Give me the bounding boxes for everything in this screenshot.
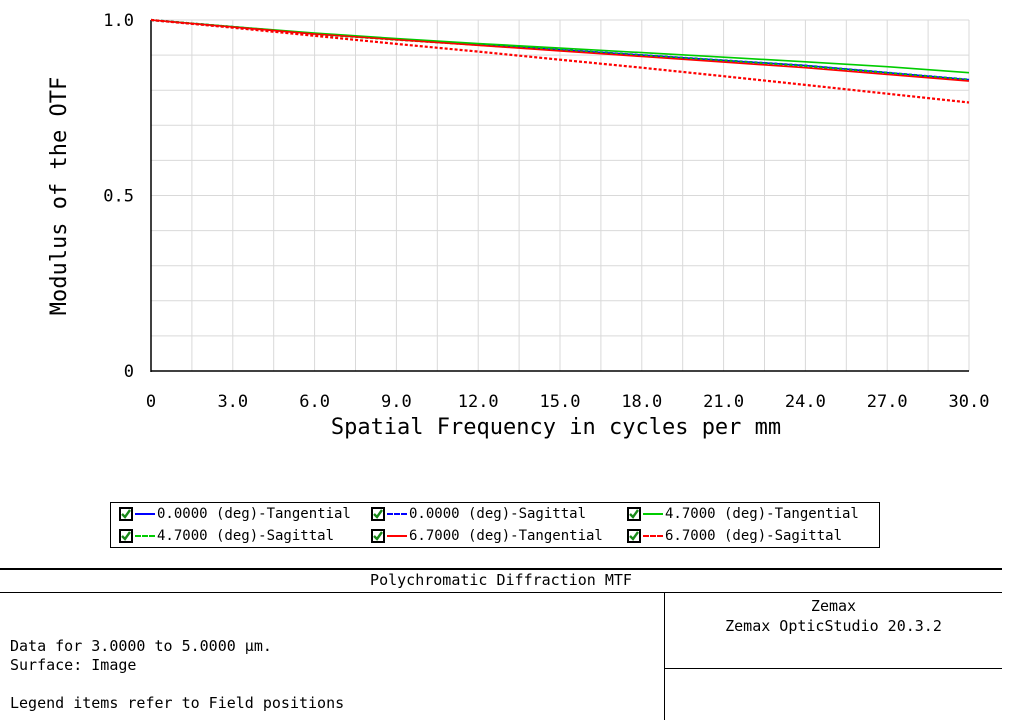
x-tick-label: 9.0 <box>381 392 412 412</box>
y-tick-labels: 0 0.5 1.0 <box>103 11 134 382</box>
legend-label: 4.7000 (deg)-Sagittal <box>157 528 335 544</box>
checkbox-checked-icon[interactable] <box>371 507 385 521</box>
legend-item: 6.7000 (deg)-Tangential <box>371 527 603 545</box>
footer-title-border <box>0 592 1002 593</box>
x-tick-label: 3.0 <box>217 392 248 412</box>
x-tick-label: 21.0 <box>703 392 744 412</box>
legend-line-swatch <box>643 513 663 515</box>
checkbox-checked-icon[interactable] <box>371 529 385 543</box>
mtf-plot: 0 3.0 6.0 9.0 12.0 15.0 18.0 21.0 24.0 27.0 30.0 0… <box>47 11 990 440</box>
legend-label: 0.0000 (deg)-Tangential <box>157 506 351 522</box>
series-line-5 <box>150 19 970 82</box>
legend-label: 6.7000 (deg)-Sagittal <box>665 528 843 544</box>
plot-grid <box>151 19 970 371</box>
series-line-6 <box>150 18 970 104</box>
legend-line-swatch <box>135 535 155 537</box>
legend: 0.0000 (deg)-Tangential 0.0000 (deg)-Sagi… <box>110 502 880 548</box>
footer-surface: Surface: Image <box>10 656 137 674</box>
y-tick-label: 0.5 <box>103 187 134 207</box>
legend-item: 6.7000 (deg)-Sagittal <box>627 527 842 545</box>
x-tick-label: 12.0 <box>458 392 499 412</box>
legend-label: 0.0000 (deg)-Sagittal <box>409 506 587 522</box>
footer-right-border <box>665 668 1002 669</box>
y-axis-label: Modulus of the OTF <box>47 77 72 315</box>
plot-series <box>150 18 970 104</box>
x-tick-label: 27.0 <box>867 392 908 412</box>
x-tick-label: 18.0 <box>621 392 662 412</box>
plot-axes <box>150 20 969 372</box>
checkbox-checked-icon[interactable] <box>627 507 641 521</box>
legend-line-swatch <box>643 535 663 537</box>
footer-top-border <box>0 568 1002 570</box>
legend-item: 4.7000 (deg)-Tangential <box>627 505 859 523</box>
checkbox-checked-icon[interactable] <box>119 507 133 521</box>
x-axis-label: Spatial Frequency in cycles per mm <box>331 415 781 440</box>
checkbox-checked-icon[interactable] <box>627 529 641 543</box>
footer-divider <box>664 593 665 720</box>
x-tick-label: 6.0 <box>299 392 330 412</box>
footer-title: Polychromatic Diffraction MTF <box>370 571 632 589</box>
checkbox-checked-icon[interactable] <box>119 529 133 543</box>
legend-item: 0.0000 (deg)-Tangential <box>119 505 351 523</box>
legend-line-swatch <box>387 513 407 515</box>
legend-line-swatch <box>135 513 155 515</box>
legend-label: 4.7000 (deg)-Tangential <box>665 506 859 522</box>
x-tick-label: 24.0 <box>785 392 826 412</box>
legend-line-swatch <box>387 535 407 537</box>
x-tick-labels: 0 3.0 6.0 9.0 12.0 15.0 18.0 21.0 24.0 27.0 30.0 <box>146 392 990 412</box>
y-tick-label: 0 <box>124 362 134 382</box>
footer-company: Zemax <box>810 597 857 615</box>
footer-product: Zemax OpticStudio 20.3.2 <box>725 617 942 635</box>
x-tick-label: 15.0 <box>540 392 581 412</box>
legend-item: 0.0000 (deg)-Sagittal <box>371 505 586 523</box>
legend-item: 4.7000 (deg)-Sagittal <box>119 527 334 545</box>
y-tick-label: 1.0 <box>103 11 134 31</box>
footer-data-range: Data for 3.0000 to 5.0000 µm. <box>10 637 272 655</box>
footer-legend-note: Legend items refer to Field positions <box>10 694 345 712</box>
legend-label: 6.7000 (deg)-Tangential <box>409 528 603 544</box>
x-tick-label: 0 <box>146 392 156 412</box>
x-tick-label: 30.0 <box>949 392 990 412</box>
